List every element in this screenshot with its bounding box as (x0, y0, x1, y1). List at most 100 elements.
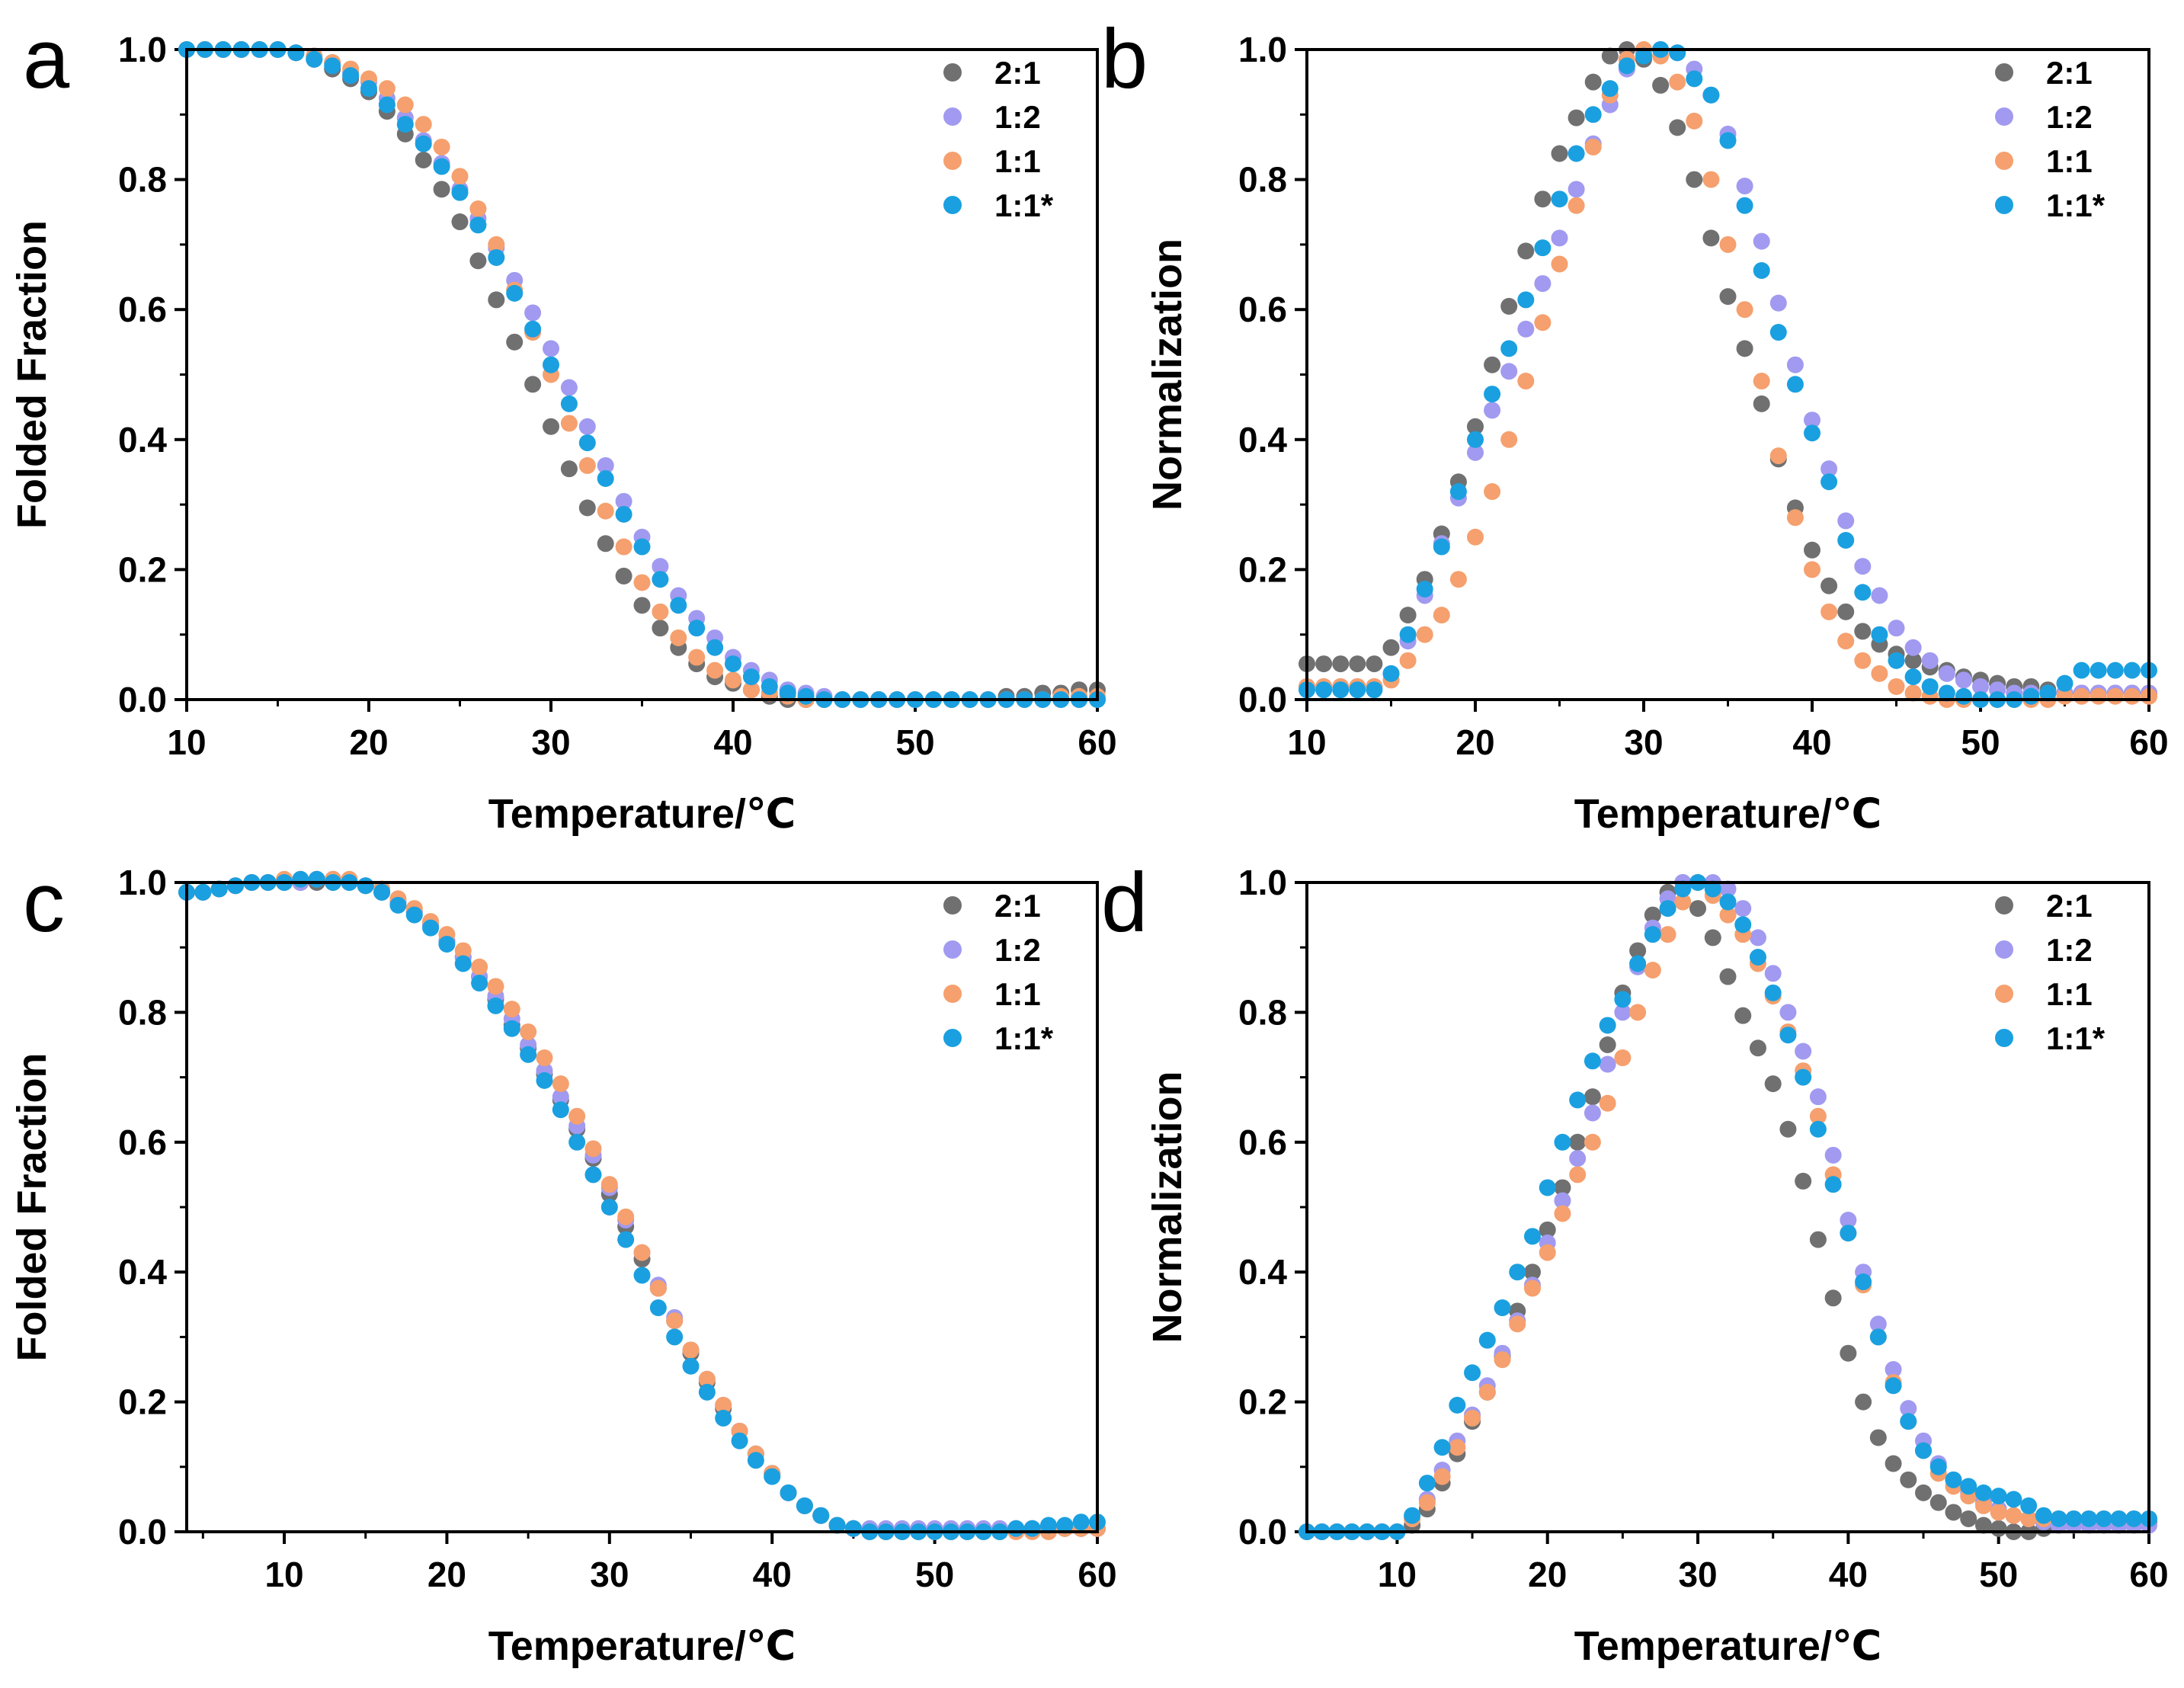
legend-label: 1:2 (994, 932, 1041, 968)
data-point (1599, 1055, 1616, 1073)
data-point (1569, 1091, 1587, 1109)
data-point (560, 460, 578, 478)
legend-marker (943, 63, 962, 82)
data-point (415, 135, 432, 152)
data-point (433, 158, 450, 175)
x-tick-label: 60 (1078, 1555, 1116, 1594)
data-point (1704, 929, 1721, 946)
data-point (1769, 324, 1787, 341)
series-1-1 (178, 870, 1106, 1540)
x-tick-label: 40 (1829, 1555, 1868, 1594)
data-point (652, 603, 669, 620)
panel-letter: b (1101, 12, 1148, 106)
data-point (292, 870, 309, 888)
data-point (633, 538, 651, 556)
data-point (615, 492, 632, 510)
data-point (1449, 571, 1467, 588)
data-point (1484, 356, 1501, 373)
data-point (1399, 626, 1417, 643)
data-point (1795, 1043, 1812, 1060)
data-point (1972, 677, 1989, 695)
legend-label: 2:1 (994, 55, 1041, 91)
data-point (1885, 1377, 1902, 1395)
series-2-1 (178, 874, 1106, 1540)
y-tick-label: 1.0 (118, 863, 167, 902)
data-point (797, 687, 815, 705)
data-point (1702, 86, 1720, 104)
data-point (1885, 1361, 1902, 1378)
data-point (568, 1107, 586, 1125)
data-point (1551, 229, 1568, 247)
data-point (524, 376, 542, 393)
x-axis-label: Temperature/℃ (488, 1623, 796, 1669)
data-point (1904, 652, 1922, 669)
data-point (682, 1341, 700, 1359)
data-point (560, 415, 578, 432)
data-point (524, 320, 542, 338)
data-point (488, 291, 505, 309)
data-point (706, 661, 724, 679)
data-point (536, 1049, 553, 1067)
data-point (1569, 1166, 1587, 1184)
data-point (1686, 171, 1703, 188)
data-point (454, 955, 472, 972)
data-point (1686, 112, 1703, 130)
data-point (1404, 1507, 1421, 1524)
data-point (600, 1176, 618, 1193)
legend-label: 1:1 (994, 143, 1041, 179)
data-point (194, 883, 212, 901)
data-point (1399, 607, 1417, 624)
data-point (488, 248, 505, 266)
data-point (1614, 991, 1632, 1008)
data-point (1614, 1049, 1632, 1067)
y-tick-label: 0.2 (1238, 1382, 1287, 1422)
y-axis-label: Folded Fraction (9, 1053, 55, 1362)
legend-label: 1:2 (994, 99, 1041, 135)
data-point (1523, 1228, 1541, 1245)
data-point (1601, 47, 1619, 65)
x-tick-label: 40 (753, 1555, 792, 1594)
x-tick-label: 10 (1378, 1555, 1417, 1594)
legend-marker (1995, 1029, 2013, 1047)
y-tick-label: 1.0 (118, 30, 167, 69)
legend-marker (1995, 985, 2013, 1003)
data-point (2090, 687, 2107, 705)
data-point (1821, 473, 1838, 491)
data-point (1753, 395, 1770, 412)
data-point (1840, 1212, 1857, 1229)
x-tick-label: 30 (531, 722, 570, 762)
data-point (670, 629, 687, 646)
data-point (584, 1166, 602, 1184)
data-point (396, 116, 414, 133)
legend-label: 1:2 (2046, 932, 2093, 968)
data-point (1779, 1027, 1797, 1044)
data-point (1539, 1221, 1556, 1238)
data-point (1855, 1393, 1872, 1411)
data-point (378, 80, 395, 98)
data-point (633, 574, 651, 591)
data-point (1554, 1133, 1571, 1151)
x-tick-label: 20 (428, 1555, 466, 1594)
legend-marker (943, 1029, 962, 1047)
data-point (1702, 171, 1720, 188)
data-point (1795, 1068, 1812, 1086)
data-point (1568, 197, 1585, 214)
x-tick-label: 20 (349, 722, 388, 762)
data-point (652, 571, 669, 588)
y-tick-label: 0.2 (118, 1382, 167, 1422)
data-point (715, 1409, 732, 1427)
data-point (2065, 1510, 2083, 1527)
data-point (1039, 1517, 1057, 1534)
data-point (520, 1046, 537, 1063)
data-point (1584, 1052, 1601, 1070)
data-point (1433, 607, 1450, 624)
data-point (1635, 47, 1652, 65)
x-axis-label: Temperature/℃ (1574, 791, 1882, 837)
data-point (1809, 1088, 1827, 1106)
series-1-1- (1299, 41, 2157, 708)
data-point (1629, 942, 1647, 959)
data-point (415, 152, 432, 169)
data-point (1734, 900, 1752, 918)
data-point (1534, 239, 1552, 257)
y-tick-label: 0.4 (1238, 420, 1287, 460)
